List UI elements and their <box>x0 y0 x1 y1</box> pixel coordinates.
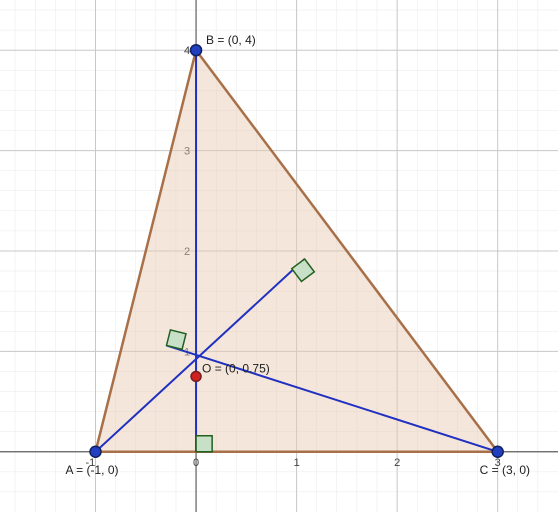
vertex-C-label: C = (3, 0) <box>480 463 530 477</box>
vertex-A <box>90 446 101 457</box>
orthocenter-label: O = (0, 0.75) <box>202 361 270 375</box>
vertex-C <box>492 446 503 457</box>
geometry-plot: -101231234A = (-1, 0)B = (0, 4)C = (3, 0… <box>0 0 558 512</box>
orthocenter <box>191 371 201 381</box>
y-tick-label: 4 <box>184 45 190 57</box>
vertex-B-label: B = (0, 4) <box>206 33 256 47</box>
x-tick-label: 1 <box>294 457 300 469</box>
right-angle-marker <box>166 330 186 349</box>
x-tick-label: 2 <box>394 457 400 469</box>
right-angle-marker <box>196 436 212 452</box>
vertex-B <box>191 45 202 56</box>
x-tick-label: 0 <box>193 457 199 469</box>
vertex-A-label: A = (-1, 0) <box>66 463 119 477</box>
